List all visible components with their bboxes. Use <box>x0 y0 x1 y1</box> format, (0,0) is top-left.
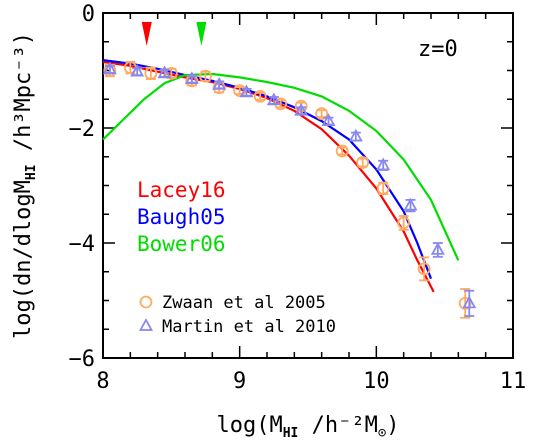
martin-point <box>376 157 391 171</box>
legend-label-lacey16: Lacey16 <box>137 178 226 202</box>
zwaan-point <box>458 296 472 310</box>
martin-point <box>184 71 199 85</box>
legend-marker-martin <box>138 318 154 331</box>
martin-point <box>462 295 477 309</box>
zwaan-point <box>376 181 390 195</box>
martin-point <box>130 63 145 77</box>
label-group: 8 9 10 11 0 −2 −4 −6 log(MHI /h⁻²M⊙) log(dn/dlogM… <box>11 2 526 441</box>
zwaan-point <box>417 262 431 276</box>
zwaan-point <box>397 216 411 230</box>
zwaan-point <box>199 69 212 83</box>
martin-point <box>348 128 363 142</box>
martin-point <box>403 197 418 211</box>
x-tick-label: 8 <box>96 369 109 394</box>
martin-point <box>239 84 254 98</box>
martin-point <box>294 102 309 116</box>
zwaan-point <box>253 89 267 103</box>
legend-label-baugh05: Baugh05 <box>137 205 226 229</box>
y-tick-label: −4 <box>69 232 96 257</box>
series-line-bower06 <box>102 72 460 261</box>
zwaan-point <box>164 66 178 80</box>
martin-point <box>321 113 336 126</box>
plot-frame-group <box>102 12 514 359</box>
y-tick-label: 0 <box>82 2 95 27</box>
martin-point <box>266 92 281 106</box>
y-axis-title: log(dn/dlogMHI /h³Mpc⁻³) <box>11 32 39 339</box>
marker-arrow-head <box>196 22 207 46</box>
redshift-annotation: z=0 <box>418 37 458 62</box>
martin-point <box>157 65 172 79</box>
zwaan-point <box>315 107 329 121</box>
legend-label-point: Zwaan et al 2005 <box>162 293 326 313</box>
marker-arrow-head <box>141 22 152 46</box>
zwaan-point <box>356 156 370 169</box>
legend-label-bower06: Bower06 <box>137 232 226 256</box>
legend-label-point: Martin et al 2010 <box>162 317 336 337</box>
legend-marker-zwaan <box>139 295 153 309</box>
martin-point <box>430 242 445 255</box>
data-group <box>102 22 477 319</box>
zwaan-point <box>144 66 158 80</box>
x-tick-label: 11 <box>500 369 527 394</box>
martin-point <box>212 77 227 90</box>
zwaan-point <box>335 144 349 158</box>
x-tick-label: 10 <box>363 369 390 394</box>
x-tick-label: 9 <box>233 369 246 394</box>
x-axis-title: log(MHI /h⁻²M⊙) <box>216 413 399 441</box>
y-tick-label: −6 <box>69 347 96 372</box>
martin-point <box>102 61 117 75</box>
y-tick-label: −2 <box>69 117 96 142</box>
